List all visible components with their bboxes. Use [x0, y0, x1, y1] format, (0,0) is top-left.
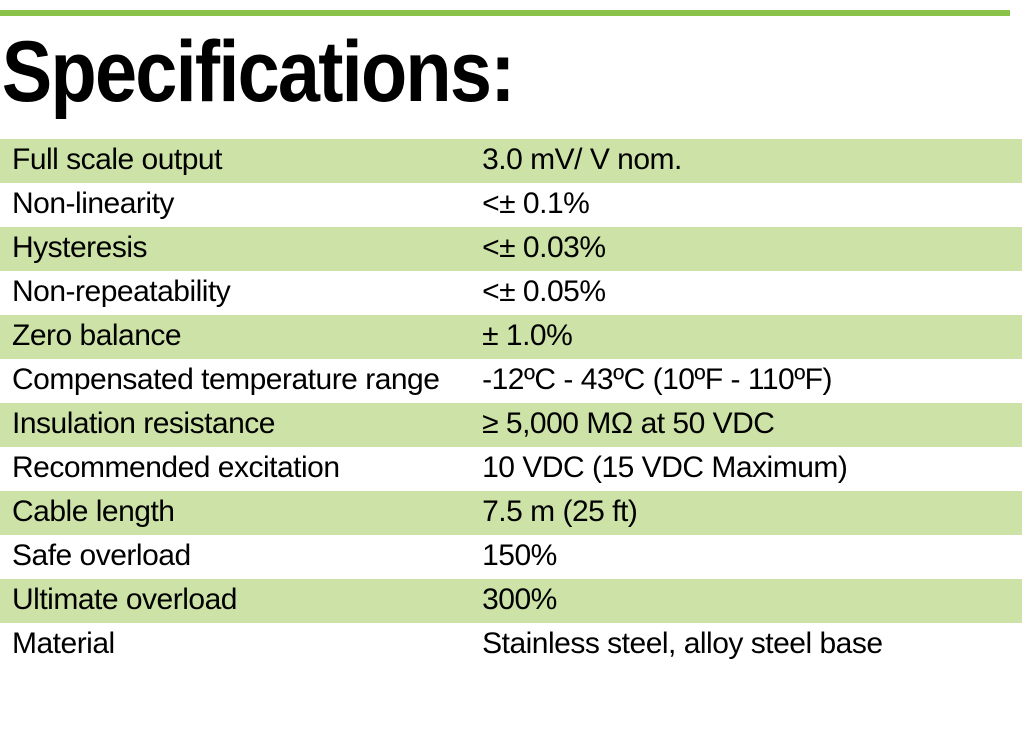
page-title: Specifications:: [0, 16, 899, 139]
spec-value: <± 0.1%: [470, 183, 1022, 227]
table-row: Safe overload150%: [0, 535, 1022, 579]
spec-label: Safe overload: [0, 535, 470, 579]
table-row: Recommended excitation10 VDC (15 VDC Max…: [0, 447, 1022, 491]
spec-value: 7.5 m (25 ft): [470, 491, 1022, 535]
spec-label: Non-linearity: [0, 183, 470, 227]
spec-label: Insulation resistance: [0, 403, 470, 447]
spec-label: Zero balance: [0, 315, 470, 359]
table-row: MaterialStainless steel, alloy steel bas…: [0, 623, 1022, 667]
specifications-tbody: Full scale output3.0 mV/ V nom.Non-linea…: [0, 139, 1022, 667]
spec-label: Full scale output: [0, 139, 470, 183]
spec-label: Cable length: [0, 491, 470, 535]
page: Specifications: Full scale output3.0 mV/…: [0, 10, 1022, 753]
spec-label: Ultimate overload: [0, 579, 470, 623]
spec-value: 300%: [470, 579, 1022, 623]
spec-value: ± 1.0%: [470, 315, 1022, 359]
table-row: Hysteresis<± 0.03%: [0, 227, 1022, 271]
spec-label: Compensated temperature range: [0, 359, 470, 403]
table-row: Cable length7.5 m (25 ft): [0, 491, 1022, 535]
table-row: Non-repeatability<± 0.05%: [0, 271, 1022, 315]
spec-value: 10 VDC (15 VDC Maximum): [470, 447, 1022, 491]
spec-value: Stainless steel, alloy steel base: [470, 623, 1022, 667]
spec-value: 150%: [470, 535, 1022, 579]
specifications-table: Full scale output3.0 mV/ V nom.Non-linea…: [0, 139, 1022, 667]
table-row: Zero balance± 1.0%: [0, 315, 1022, 359]
spec-label: Recommended excitation: [0, 447, 470, 491]
spec-value: ≥ 5,000 MΩ at 50 VDC: [470, 403, 1022, 447]
table-row: Non-linearity<± 0.1%: [0, 183, 1022, 227]
table-row: Compensated temperature range-12ºC - 43º…: [0, 359, 1022, 403]
spec-value: <± 0.03%: [470, 227, 1022, 271]
spec-label: Hysteresis: [0, 227, 470, 271]
table-row: Insulation resistance≥ 5,000 MΩ at 50 VD…: [0, 403, 1022, 447]
table-row: Full scale output3.0 mV/ V nom.: [0, 139, 1022, 183]
spec-value: -12ºC - 43ºC (10ºF - 110ºF): [470, 359, 1022, 403]
spec-label: Material: [0, 623, 470, 667]
table-row: Ultimate overload300%: [0, 579, 1022, 623]
spec-value: <± 0.05%: [470, 271, 1022, 315]
spec-value: 3.0 mV/ V nom.: [470, 139, 1022, 183]
spec-label: Non-repeatability: [0, 271, 470, 315]
